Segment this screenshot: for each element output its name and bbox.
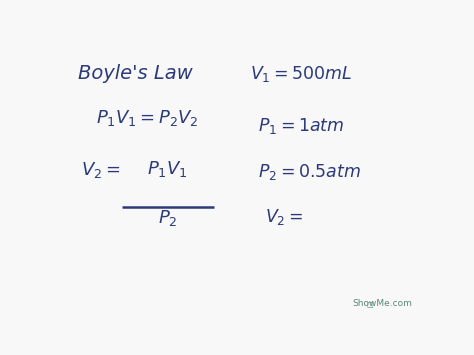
Text: $V_1 = 500mL$: $V_1 = 500mL$ — [250, 65, 353, 84]
Text: ShowMe.com: ShowMe.com — [352, 299, 412, 308]
Text: □: □ — [366, 302, 373, 308]
Text: $P_1 = 1atm$: $P_1 = 1atm$ — [258, 116, 344, 136]
Text: $V_2 = $: $V_2 = $ — [265, 207, 303, 226]
Text: $V_2=$: $V_2=$ — [82, 160, 121, 180]
Text: $P_2 = 0.5atm$: $P_2 = 0.5atm$ — [258, 162, 361, 181]
Text: $P_2$: $P_2$ — [158, 208, 177, 228]
Text: $P_1V_1$: $P_1V_1$ — [147, 159, 188, 179]
Text: Boyle's Law: Boyle's Law — [78, 65, 192, 83]
Text: $P_1V_1 = P_2V_2$: $P_1V_1 = P_2V_2$ — [96, 108, 199, 128]
